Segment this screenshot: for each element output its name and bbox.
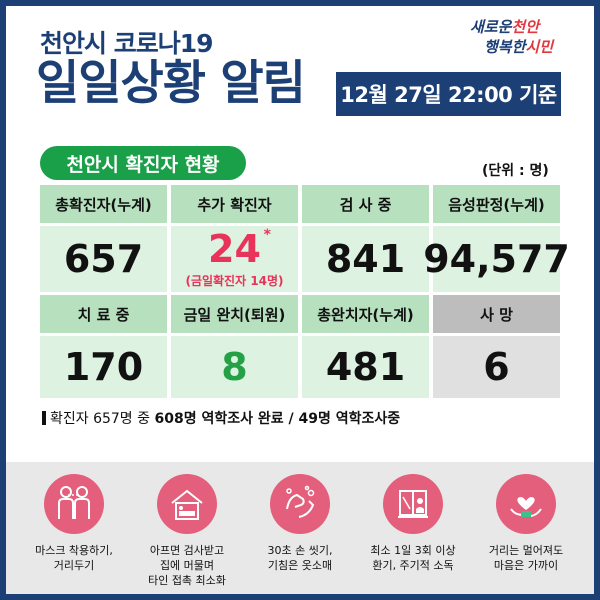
home-stay-icon bbox=[157, 474, 217, 534]
mask-people-icon bbox=[44, 474, 104, 534]
tip-line: 마음은 가까이 bbox=[493, 558, 559, 572]
treating-value: 170 bbox=[40, 336, 167, 398]
section-title: 천안시 확진자 현황 bbox=[40, 146, 246, 180]
note-bullet bbox=[42, 411, 46, 425]
new-value-mark: * bbox=[263, 226, 271, 243]
unit-label: (단위 : 명) bbox=[482, 163, 549, 179]
total-label: 총확진자(누계) bbox=[40, 185, 167, 223]
epidemiology-note: 확진자 657명 중 608명 역학조사 완료 / 49명 역학조사중 bbox=[42, 408, 400, 428]
logo-text-1a: 새로운 bbox=[470, 18, 512, 36]
handwash-icon bbox=[270, 474, 330, 534]
logo-text-2a: 행복한 bbox=[484, 38, 526, 56]
negative-value: 94,577 bbox=[423, 226, 570, 292]
note-bold: 608명 역학조사 완료 / 49명 역학조사중 bbox=[154, 411, 401, 427]
page-title: 일일상황 알림 bbox=[36, 56, 306, 111]
testing-value: 841 bbox=[302, 226, 429, 292]
tip-line: 마스크 착용하기, bbox=[35, 544, 113, 557]
tip-line: 타인 접촉 최소화 bbox=[148, 573, 226, 587]
tip-line: 집에 머물며 bbox=[159, 558, 215, 572]
prevention-tips-panel: 마스크 착용하기, 거리두기 아프면 검사받고 집에 머물며 타인 접촉 최소화 bbox=[6, 462, 594, 594]
logo-text-1b: 천안 bbox=[511, 18, 540, 36]
new-value-sub: (금일확진자 14명) bbox=[185, 273, 284, 288]
page-subtitle: 천안시 코로나19 bbox=[40, 29, 213, 58]
tip-line: 기침은 옷소매 bbox=[267, 558, 333, 572]
tip-line: 거리두기 bbox=[53, 558, 95, 572]
testing-label: 검 사 중 bbox=[302, 185, 429, 223]
heart-hands-icon bbox=[496, 474, 556, 534]
tip-mask: 마스크 착용하기, 거리두기 bbox=[18, 470, 130, 590]
tip-line: 거리는 멀어져도 bbox=[488, 544, 564, 557]
tip-line: 아프면 검사받고 bbox=[149, 544, 225, 557]
recovered-today-value: 8 bbox=[171, 336, 298, 398]
recovered-total-value: 481 bbox=[302, 336, 429, 398]
new-value-wrap: 24 * bbox=[208, 226, 271, 271]
treating-label: 치 료 중 bbox=[40, 295, 167, 333]
date-badge: 12월 27일 22:00 기준 bbox=[336, 72, 561, 116]
tip-line: 최소 1일 3회 이상 bbox=[370, 544, 456, 557]
new-value-cell: 24 * (금일확진자 14명) bbox=[171, 226, 298, 292]
death-label: 사 망 bbox=[433, 295, 560, 333]
tip-ventilation: 최소 1일 3회 이상 환기, 주기적 소독 bbox=[357, 470, 469, 590]
new-value: 24 bbox=[208, 226, 261, 271]
recovered-today-label: 금일 완치(퇴원) bbox=[171, 295, 298, 333]
city-slogan-logo: 새로운천안 행복한시민 bbox=[470, 16, 570, 62]
death-value: 6 bbox=[433, 336, 560, 398]
window-ventilation-icon bbox=[383, 474, 443, 534]
tip-home: 아프면 검사받고 집에 머물며 타인 접촉 최소화 bbox=[131, 470, 243, 590]
recovered-total-label: 총완치자(누계) bbox=[302, 295, 429, 333]
negative-label: 음성판정(누계) bbox=[433, 185, 560, 223]
note-prefix: 확진자 657명 중 bbox=[50, 411, 151, 427]
tip-handwash: 30초 손 씻기, 기침은 옷소매 bbox=[244, 470, 356, 590]
logo-text-2b: 시민 bbox=[525, 38, 554, 56]
tip-line: 환기, 주기적 소독 bbox=[372, 558, 454, 572]
total-value: 657 bbox=[40, 226, 167, 292]
tip-heart: 거리는 멀어져도 마음은 가까이 bbox=[470, 470, 582, 590]
new-label: 추가 확진자 bbox=[171, 185, 298, 223]
tip-line: 30초 손 씻기, bbox=[267, 544, 333, 557]
